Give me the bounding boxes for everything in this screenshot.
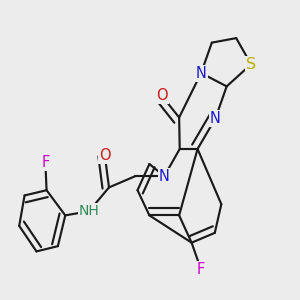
Text: F: F — [41, 155, 50, 170]
Text: N: N — [159, 169, 170, 184]
Text: O: O — [99, 148, 111, 163]
Text: N: N — [196, 66, 207, 81]
Text: F: F — [197, 262, 205, 278]
Text: NH: NH — [79, 204, 99, 218]
Text: N: N — [210, 111, 221, 126]
Text: O: O — [156, 88, 168, 103]
Text: S: S — [246, 57, 256, 72]
